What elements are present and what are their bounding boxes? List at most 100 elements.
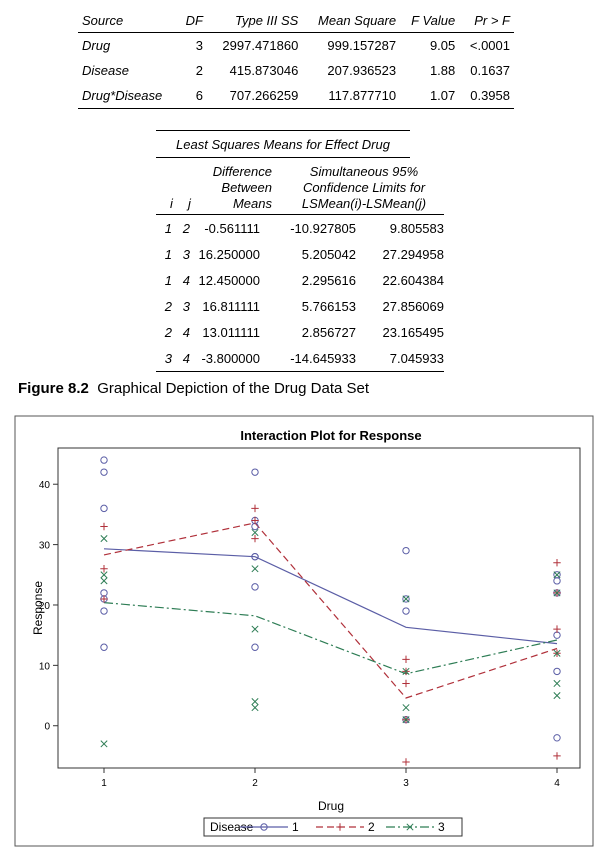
x-tick-label: 3: [403, 778, 409, 789]
legend-title: Disease: [210, 820, 254, 834]
lsmeans-title-box: Least Squares Means for Effect Drug: [156, 130, 410, 158]
data-point: [251, 704, 259, 712]
anova-header-ms: Mean Square: [318, 13, 397, 28]
lsmeans-cell: 4: [182, 272, 190, 288]
data-point: [553, 667, 561, 676]
data-point: [553, 577, 561, 585]
data-point: [402, 595, 410, 603]
data-point: [553, 631, 561, 639]
data-point: [251, 522, 259, 531]
data-point: [402, 546, 410, 555]
lsmeans-cell: 5.766153: [301, 298, 356, 314]
x-tick-label: 4: [554, 778, 560, 789]
lsmeans-table: 1 2 -0.561111 -10.927805 9.805583 1 3 16…: [156, 215, 444, 371]
anova-cell: Disease: [82, 63, 129, 78]
lsmeans-cell: -10.927805: [290, 220, 356, 236]
lsmeans-table-body: 1 2 -0.561111 -10.927805 9.805583 1 3 16…: [156, 214, 444, 371]
table-row: Drug 3 2997.471860 999.157287 9.05 <.000…: [78, 33, 514, 59]
data-point: [553, 691, 561, 700]
data-point: [251, 534, 259, 543]
lsmeans-header-j: j: [188, 196, 191, 211]
lsmeans-cell: 27.294958: [382, 246, 444, 262]
y-tick-label: 20: [39, 601, 51, 612]
lsmeans-header-diff-3: Means: [232, 196, 272, 211]
anova-header-f: F Value: [411, 13, 456, 28]
y-tick-label: 10: [39, 661, 51, 672]
table-row: Drug*Disease 6 707.266259 117.877710 1.0…: [78, 83, 514, 109]
data-point: [406, 823, 414, 831]
data-point: [251, 552, 259, 561]
anova-cell: 1.07: [429, 88, 456, 103]
lsmeans-cell: -14.645933: [290, 350, 356, 366]
y-axis: 0 10 20 30 40: [39, 480, 58, 733]
plot-area: [57, 447, 581, 769]
lsmeans-cell: 2: [182, 220, 190, 236]
anova-cell: 6: [195, 88, 203, 103]
lsmeans-header-i: i: [170, 196, 173, 211]
legend: Disease 1 2 3: [203, 817, 463, 837]
lsmeans-cell: 1: [164, 272, 172, 288]
anova-cell: <.0001: [469, 38, 510, 53]
lsmeans-cell: 23.165495: [382, 324, 444, 340]
data-point: [553, 679, 561, 688]
series-line: [103, 548, 558, 645]
anova-table: Source DF Type III SS Mean Square F Valu…: [78, 10, 514, 109]
lsmeans-cell: 27.856069: [382, 298, 444, 314]
lsmeans-header-ci-2: Confidence Limits for: [302, 180, 426, 195]
data-point: [100, 468, 108, 476]
y-tick-label: 30: [39, 541, 51, 552]
series-line: [103, 522, 558, 699]
anova-cell: 2: [195, 63, 203, 78]
anova-cell: 1.88: [429, 63, 456, 78]
lsmeans-cell: 3: [164, 350, 172, 366]
lsmeans-cell: 1: [164, 220, 172, 236]
data-point: [251, 565, 259, 573]
lsmeans-cell: 12.450000: [198, 272, 260, 288]
figure-caption-text: Graphical Depiction of the Drug Data Set: [97, 380, 370, 397]
x-axis-label: Drug: [318, 799, 344, 813]
data-point: [402, 595, 410, 603]
anova-cell: 0.1637: [470, 63, 510, 78]
data-point: [100, 535, 108, 543]
data-point: [100, 589, 108, 597]
data-point: [100, 522, 108, 531]
lsmeans-header-ci-3: LSMean(i)-LSMean(j): [301, 196, 427, 211]
data-points: [100, 456, 561, 766]
lsmeans-cell: 2: [164, 324, 172, 340]
anova-cell: 999.157287: [327, 38, 397, 53]
series-line: [103, 602, 558, 675]
y-axis-label: Response: [31, 581, 45, 635]
lsmeans-cell: 1: [164, 246, 172, 262]
lsmeans-cell: 2.295616: [301, 272, 356, 288]
anova-cell: 2997.471860: [222, 38, 299, 53]
data-point: [251, 528, 259, 537]
chart-title: Interaction Plot for Response: [240, 428, 421, 443]
lsmeans-cell: 13.011111: [202, 324, 260, 340]
lsmeans-cell: -3.800000: [201, 350, 260, 366]
data-point: [402, 655, 410, 664]
anova-header-row: Source DF Type III SS Mean Square F Valu…: [78, 10, 514, 33]
data-point: [402, 607, 410, 615]
anova-header-p: Pr > F: [474, 13, 510, 28]
anova-cell: 117.877710: [328, 88, 397, 103]
x-axis: 1 2 3 4: [101, 768, 560, 789]
anova-header-ss: Type III SS: [234, 13, 299, 28]
legend-frame: [203, 817, 463, 837]
y-tick-label: 0: [44, 722, 50, 733]
data-point: [251, 643, 259, 651]
data-point: [251, 516, 259, 525]
figure-caption: Figure 8.2 Graphical Depiction of the Dr…: [18, 380, 369, 397]
lsmeans-header-ci-1: Simultaneous 95%: [309, 164, 419, 179]
data-point: [553, 571, 561, 579]
anova-cell: Drug: [82, 38, 111, 53]
anova-header-df: DF: [185, 13, 203, 28]
table-row: 1 4 12.450000 2.295616 22.604384: [156, 267, 444, 293]
lsmeans-cell: 2: [164, 298, 172, 314]
lsmeans-cell: 9.805583: [389, 220, 444, 236]
data-point: [402, 758, 410, 766]
data-point: [251, 625, 259, 633]
data-point: [251, 698, 259, 706]
table-row: 3 4 -3.800000 -14.645933 7.045933: [156, 345, 444, 371]
data-point: [100, 577, 108, 585]
data-point: [553, 589, 561, 597]
